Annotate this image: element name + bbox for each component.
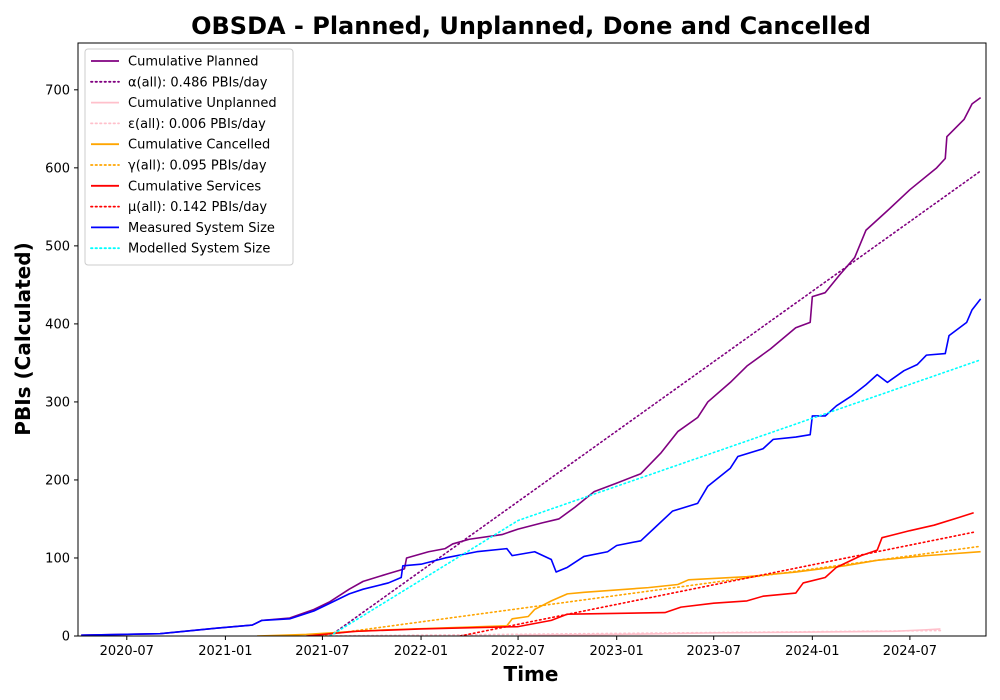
- y-tick-label: 100: [45, 551, 70, 566]
- legend-label-cumulative-services: Cumulative Services: [128, 179, 261, 194]
- series-line-all-0-095-pbis-day: [315, 545, 982, 636]
- x-tick-label: 2023-01: [590, 644, 644, 659]
- legend-label-cumulative-cancelled: Cumulative Cancelled: [128, 138, 270, 153]
- x-tick-label: 2021-01: [198, 644, 252, 659]
- x-tick-label: 2021-07: [295, 644, 349, 659]
- x-axis-label: Time: [504, 662, 559, 686]
- y-tick-label: 400: [45, 317, 70, 332]
- x-tick-label: 2024-01: [785, 644, 839, 659]
- series-line-modelled-system-size: [329, 358, 982, 636]
- y-axis-label: PBIs (Calculated): [11, 242, 35, 435]
- y-tick-label: 600: [45, 161, 70, 176]
- series-line-measured-system-size: [81, 298, 982, 636]
- y-tick-label: 500: [45, 239, 70, 254]
- legend-label-all-0-006-pbis-day: ε(all): 0.006 PBIs/day: [128, 117, 266, 132]
- legend-label-all-0-142-pbis-day: μ(all): 0.142 PBIs/day: [128, 200, 267, 215]
- x-tick-label: 2022-01: [394, 644, 448, 659]
- x-tick-label: 2023-07: [687, 644, 741, 659]
- x-tick-label: 2020-07: [100, 644, 154, 659]
- series-line-cumulative-planned: [81, 96, 982, 636]
- series-line-all-0-006-pbis-day: [321, 629, 942, 636]
- legend-label-measured-system-size: Measured System Size: [128, 221, 275, 236]
- legend: Cumulative Planned α(all): 0.486 PBIs/day…: [84, 48, 294, 266]
- legend-box: [84, 48, 294, 266]
- chart-title: OBSDA - Planned, Unplanned, Done and Can…: [191, 12, 871, 40]
- plot-frame: [77, 42, 987, 637]
- legend-label-all-0-486-pbis-day: α(all): 0.486 PBIs/day: [128, 75, 268, 90]
- plot-area: [81, 96, 982, 636]
- series-line-cumulative-services: [306, 511, 974, 636]
- legend-label-cumulative-unplanned: Cumulative Unplanned: [128, 96, 277, 111]
- x-tick-label: 2024-07: [883, 644, 937, 659]
- y-tick-label: 300: [45, 395, 70, 410]
- axes: 2020-07 2021-01 2021-07 2022-01 2022-07 2023-…: [45, 42, 987, 659]
- legend-label-cumulative-planned: Cumulative Planned: [128, 55, 258, 70]
- y-tick-label: 200: [45, 473, 70, 488]
- legend-label-modelled-system-size: Modelled System Size: [128, 242, 270, 257]
- legend-label-all-0-095-pbis-day: γ(all): 0.095 PBIs/day: [128, 159, 267, 174]
- series-line-all-0-486-pbis-day: [329, 170, 982, 636]
- x-tick-label: 2022-07: [491, 644, 545, 659]
- y-tick-label: 700: [45, 83, 70, 98]
- y-tick-label: 0: [62, 630, 70, 645]
- series-line-all-0-142-pbis-day: [459, 531, 975, 636]
